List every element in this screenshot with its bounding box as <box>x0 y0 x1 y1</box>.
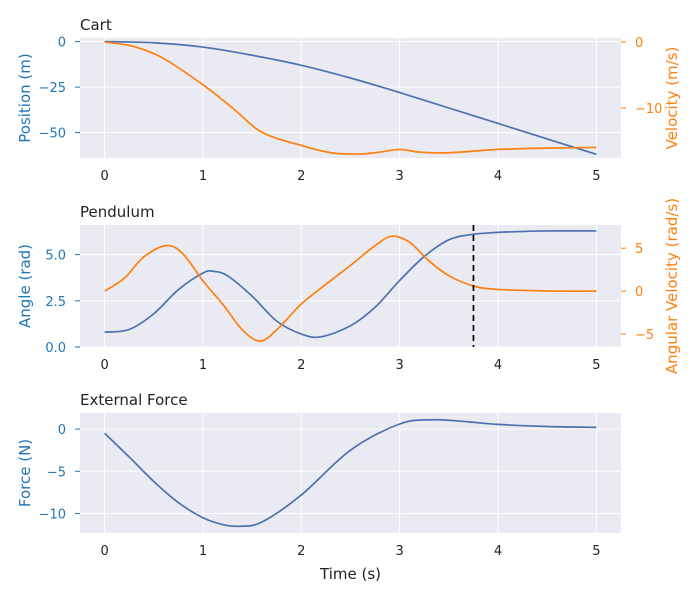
y-axis-label: Force (N) <box>16 439 34 507</box>
y2-tick-label: −5 <box>635 328 654 343</box>
panel-cart: 0 1 2 3 4 5 0 −25 −50 0 −10 Cart Position (m) Velocit… <box>16 16 681 184</box>
x-tick-label: 1 <box>199 169 207 184</box>
x-tick-label: 5 <box>592 169 600 184</box>
y2-axis-label: Velocity (m/s) <box>663 47 681 150</box>
series-line-left-axis <box>104 230 597 339</box>
series-line-right-axis <box>104 235 597 342</box>
y2-tick-label: −10 <box>635 102 662 117</box>
plot-area <box>80 413 621 533</box>
y-axis-label: Position (m) <box>16 53 34 143</box>
x-tick-label: 0 <box>100 358 108 373</box>
x-tick-label: 2 <box>297 169 305 184</box>
x-tick-label: 1 <box>199 358 207 373</box>
panel-title: Cart <box>80 16 112 34</box>
plot-area <box>80 38 621 158</box>
plot-area <box>80 225 621 347</box>
y-tick-label: 0 <box>58 423 66 438</box>
x-tick-label: 4 <box>494 544 502 559</box>
y-axis-label: Angle (rad) <box>16 244 34 328</box>
x-tick-label: 1 <box>199 544 207 559</box>
panel-pendulum: 0 1 2 3 4 5 0.0 2.5 5.0 5 0 −5 Pendulum Angle (rad) An… <box>16 198 681 374</box>
x-tick-label: 0 <box>100 544 108 559</box>
x-tick-label: 5 <box>592 544 600 559</box>
y2-tick-label: 5 <box>635 242 643 257</box>
y-tick-label: −25 <box>39 81 66 96</box>
x-tick-label: 0 <box>100 169 108 184</box>
panel-title: Pendulum <box>80 203 155 221</box>
y2-axis-label: Angular Velocity (rad/s) <box>663 198 681 374</box>
x-tick-label: 3 <box>396 544 404 559</box>
x-tick-label: 4 <box>494 358 502 373</box>
x-tick-label: 3 <box>396 358 404 373</box>
x-tick-label: 4 <box>494 169 502 184</box>
x-tick-label: 2 <box>297 544 305 559</box>
series-line-left-axis <box>104 40 597 156</box>
y-tick-label: −5 <box>47 465 66 480</box>
y2-tick-label: 0 <box>635 36 643 51</box>
y-tick-label: −50 <box>39 127 66 142</box>
y-tick-label: 0.0 <box>45 341 66 356</box>
y-tick-label: 0 <box>58 36 66 51</box>
y-tick-label: −10 <box>39 508 66 523</box>
y-tick-label: 2.5 <box>45 295 66 310</box>
panel-force: 0 1 2 3 4 5 0 −5 −10 External Force Force (N) Time … <box>16 391 621 583</box>
y2-tick-label: 0 <box>635 285 643 300</box>
x-tick-label: 3 <box>396 169 404 184</box>
x-tick-label: 5 <box>592 358 600 373</box>
y-tick-label: 5.0 <box>45 249 66 264</box>
panel-title: External Force <box>80 391 188 409</box>
series-line-left-axis <box>104 418 597 528</box>
x-tick-label: 2 <box>297 358 305 373</box>
x-axis-label: Time (s) <box>319 565 381 583</box>
series-line-right-axis <box>104 41 597 155</box>
